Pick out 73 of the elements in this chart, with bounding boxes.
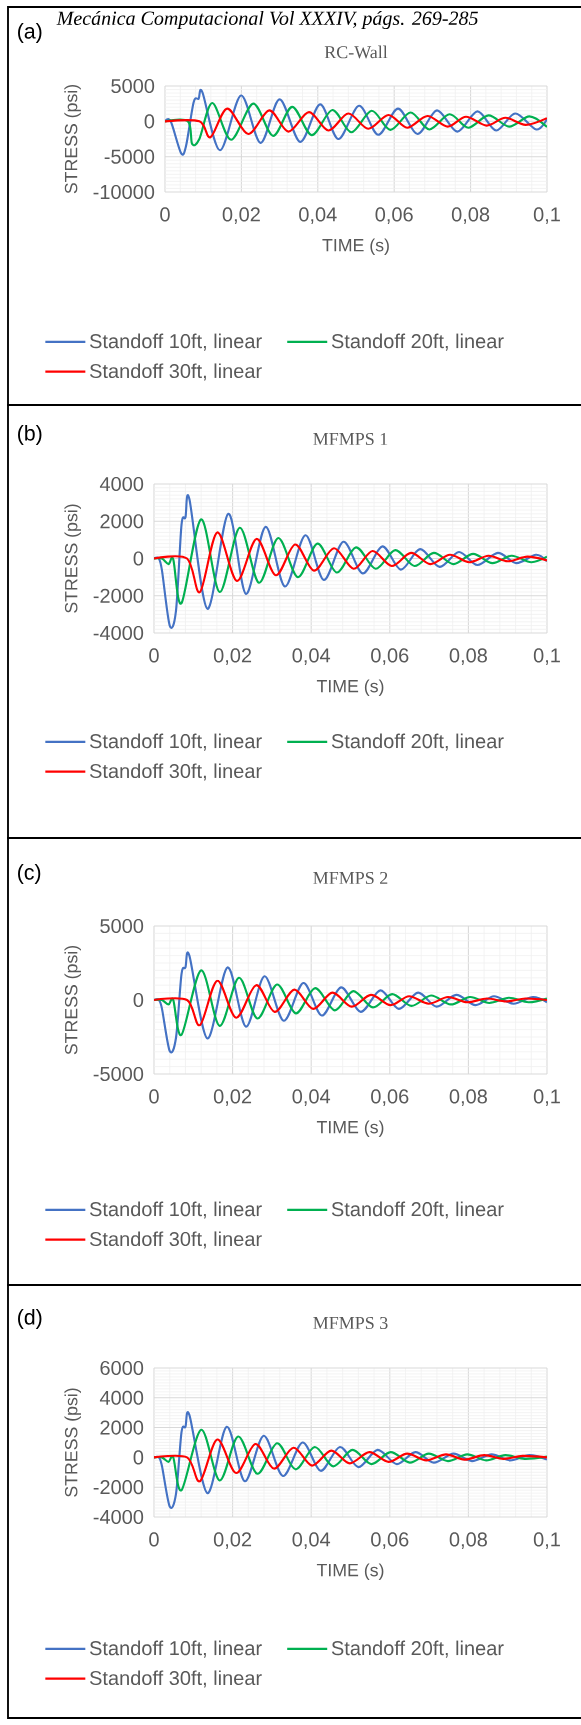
legend-label: Standoff 10ft, linear	[89, 1640, 262, 1658]
y-tick-label: -2000	[93, 1480, 144, 1495]
text: (d)	[18, 1309, 42, 1329]
text: Mecánica Computacional Vol XXXIV, págs. 269-285	[56, 10, 478, 30]
x-tick-label: 0,04	[292, 1089, 331, 1106]
legend-label: Standoff 30ft, linear	[89, 1231, 262, 1249]
x-tick-label: 0,08	[449, 1532, 487, 1549]
chart-title: RC-Wall	[324, 45, 388, 59]
y-tick-label: -5000	[104, 149, 155, 164]
line-series	[154, 518, 547, 605]
text: (b)	[18, 425, 42, 445]
legend-label: Standoff 20ft, linear	[331, 1640, 504, 1658]
x-tick-label: 0,08	[451, 207, 490, 224]
x-tick-label: 0,06	[371, 1532, 409, 1549]
legend-label: Standoff 20ft, linear	[331, 1201, 504, 1219]
x-tick-label: 0,1	[533, 207, 560, 224]
y-tick-label: 2000	[100, 1420, 144, 1435]
y-tick-label: -4000	[93, 625, 144, 641]
x-tick-label: 0	[160, 207, 170, 222]
x-tick-label: 0,02	[213, 1089, 252, 1106]
x-axis-title: TIME (s)	[316, 679, 384, 696]
y-tick-label: 6000	[100, 1360, 144, 1376]
text: (c)	[18, 864, 41, 884]
x-tick-label: 0,06	[375, 207, 413, 224]
y-tick-label: 0	[133, 551, 144, 566]
x-tick-label: 0,06	[371, 1089, 409, 1106]
y-tick-label: 5000	[111, 78, 155, 94]
line-series	[154, 531, 547, 594]
y-tick-label: 4000	[99, 1390, 144, 1405]
chart-title: MFMPS 1	[313, 432, 388, 446]
line-series	[154, 979, 547, 1027]
line-series	[165, 107, 547, 139]
legend-label: Standoff 20ft, linear	[331, 333, 504, 351]
y-tick-label: -4000	[93, 1509, 144, 1525]
x-tick-label: 0,02	[222, 207, 260, 224]
chart-title: MFMPS 3	[313, 1316, 388, 1330]
y-axis-title: STRESS (psi)	[64, 504, 81, 613]
legend-label: Standoff 10ft, linear	[89, 733, 262, 751]
x-tick-label: 0,02	[213, 648, 252, 665]
y-tick-label: 0	[133, 992, 144, 1008]
legend-label: Standoff 20ft, linear	[331, 733, 504, 751]
x-tick-label: 0,08	[449, 648, 487, 665]
y-tick-label: 2000	[100, 514, 144, 529]
y-axis-title: STRESS (psi)	[64, 84, 81, 194]
x-tick-label: 0,04	[292, 1532, 331, 1549]
x-tick-label: 0,1	[533, 648, 560, 665]
y-tick-label: 0	[144, 114, 155, 129]
x-tick-label: 0,08	[449, 1089, 487, 1106]
x-tick-label: 0,02	[213, 1532, 252, 1549]
x-axis-title: TIME (s)	[316, 1120, 384, 1137]
y-tick-label: -5000	[93, 1066, 144, 1082]
x-tick-label: 0,06	[371, 648, 409, 665]
y-tick-label: 0	[133, 1450, 144, 1465]
legend-label: Standoff 30ft, linear	[89, 763, 262, 781]
y-tick-label: 4000	[99, 476, 144, 492]
x-tick-label: 0,1	[533, 1089, 560, 1106]
y-axis-title: STRESS (psi)	[64, 1388, 81, 1497]
y-tick-label: -2000	[93, 588, 144, 603]
chart-title: MFMPS 2	[313, 871, 388, 885]
legend-label: Standoff 30ft, linear	[89, 363, 262, 381]
line-series	[154, 1438, 547, 1483]
legend-label: Standoff 10ft, linear	[89, 333, 262, 351]
legend-label: Standoff 10ft, linear	[89, 1201, 262, 1219]
x-tick-label: 0,04	[292, 648, 331, 665]
text: (a)	[18, 23, 42, 43]
y-tick-label: 5000	[100, 918, 144, 934]
x-axis-title: TIME (s)	[316, 1563, 384, 1580]
x-tick-label: 0,1	[533, 1532, 560, 1549]
legend-label: Standoff 30ft, linear	[89, 1670, 262, 1688]
x-axis-title: TIME (s)	[322, 238, 389, 255]
x-tick-label: 0,04	[299, 207, 337, 224]
y-tick-label: -10000	[93, 184, 155, 200]
y-axis-title: STRESS (psi)	[64, 945, 81, 1055]
